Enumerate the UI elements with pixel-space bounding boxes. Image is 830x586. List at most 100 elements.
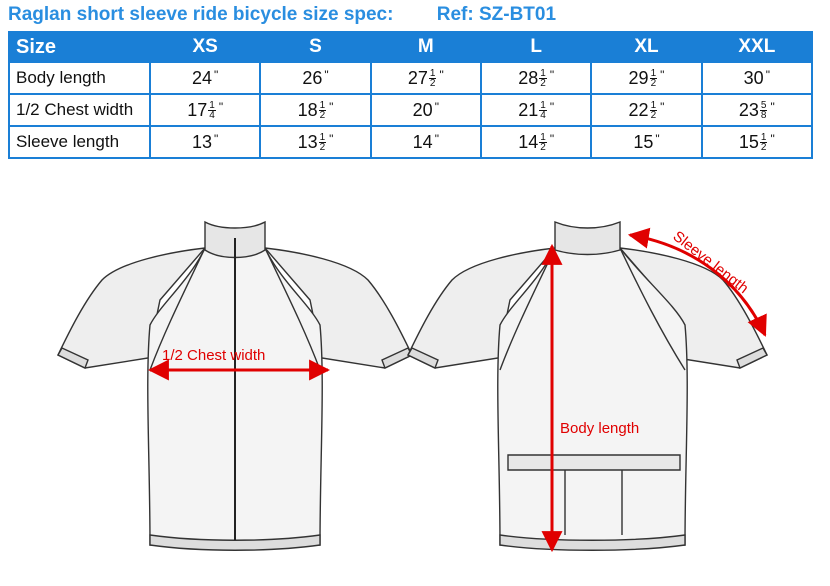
inch-mark: " (329, 131, 334, 146)
fraction-numerator: 1 (649, 100, 658, 112)
size-value-cell: 27 1 2 " (369, 61, 482, 95)
fraction-numerator: 1 (428, 68, 437, 80)
inch-mark: " (770, 99, 775, 114)
body-length-label: Body length (560, 420, 639, 437)
fraction-denominator: 4 (209, 110, 215, 122)
size-value-cell: 13 1 2 " (259, 125, 372, 159)
header-cell: Size (8, 31, 151, 63)
inch-mark: " (329, 99, 334, 114)
inch-mark: " (655, 131, 660, 146)
fraction-denominator: 2 (540, 142, 546, 154)
inch-mark: " (770, 131, 775, 146)
value-whole: 26 (302, 67, 323, 88)
size-value-cell: 24 " (148, 61, 262, 95)
inch-mark: " (214, 67, 219, 82)
fraction-numerator: 5 (759, 100, 768, 112)
size-value-cell: 21 1 4 " (479, 93, 593, 127)
fraction-numerator: 1 (318, 100, 327, 112)
fraction-numerator: 1 (208, 100, 216, 112)
inch-mark: " (214, 131, 219, 146)
value-whole: 13 (297, 131, 318, 152)
value-whole: 18 (297, 99, 318, 120)
fraction-numerator: 1 (539, 132, 547, 144)
fraction-denominator: 2 (540, 78, 546, 90)
table-header-row: Size XS S M L XL XXL (8, 31, 814, 63)
fraction-denominator: 2 (429, 78, 436, 90)
value-whole: 24 (192, 67, 213, 88)
size-value-cell: 26 " (259, 61, 372, 95)
size-value-cell: 20 " (369, 93, 482, 127)
inch-mark: " (660, 67, 665, 82)
fraction-denominator: 2 (319, 110, 326, 122)
row-label: Sleeve length (8, 125, 151, 159)
header-cell: M (369, 31, 482, 63)
header-cell: L (479, 31, 593, 63)
table-row: 1/2 Chest width 17 1 4 " 18 1 2 " 20 " 21 1 4 " 22 1 2 " 23… (8, 93, 814, 127)
size-value-cell: 30 " (700, 61, 814, 95)
value-whole: 15 (738, 131, 759, 152)
value-whole: 15 (633, 131, 654, 152)
header-cell: XS (148, 31, 262, 63)
sleeve-length-arrow (627, 227, 767, 337)
inch-mark: " (218, 99, 224, 114)
inch-mark: " (434, 99, 439, 114)
size-value-cell: 28 1 2 " (479, 61, 593, 95)
header-cell: S (259, 31, 372, 63)
jersey-front (57, 220, 413, 551)
value-whole: 14 (412, 131, 433, 152)
value-whole: 23 (738, 99, 759, 120)
fraction-numerator: 1 (759, 132, 768, 144)
fraction-denominator: 2 (760, 142, 767, 154)
value-whole: 13 (192, 131, 213, 152)
inch-mark: " (660, 99, 665, 114)
value-whole: 22 (628, 99, 649, 120)
size-value-cell: 14 1 2 " (479, 125, 593, 159)
header-cell: XXL (700, 31, 814, 63)
fraction-denominator: 2 (319, 142, 326, 154)
value-whole: 27 (407, 67, 428, 88)
size-value-cell: 15 1 2 " (700, 125, 814, 159)
fraction-numerator: 1 (539, 100, 547, 112)
value-whole: 14 (518, 131, 539, 152)
fraction-denominator: 2 (650, 110, 657, 122)
value-whole: 29 (628, 67, 649, 88)
row-label: Body length (8, 61, 151, 95)
inch-mark: " (549, 131, 555, 146)
inch-mark: " (439, 67, 444, 82)
value-whole: 30 (743, 67, 764, 88)
ref-code: Ref: SZ-BT01 (436, 4, 557, 25)
size-value-cell: 13 " (148, 125, 262, 159)
inch-mark: " (549, 67, 555, 82)
size-value-cell: 17 1 4 " (148, 93, 262, 127)
table-row: Sleeve length 13 " 13 1 2 " 14 " 14 1 2 " 15 " 15 1 2 " (8, 125, 814, 159)
fraction-denominator: 8 (760, 110, 767, 122)
fraction-numerator: 1 (318, 132, 327, 144)
inch-mark: " (549, 99, 555, 114)
chest-width-label: 1/2 Chest width (162, 347, 265, 364)
value-whole: 17 (187, 99, 208, 120)
size-value-cell: 18 1 2 " (259, 93, 372, 127)
fraction-numerator: 1 (539, 68, 547, 80)
value-whole: 21 (518, 99, 539, 120)
inch-mark: " (324, 67, 329, 82)
fraction-denominator: 2 (650, 78, 657, 90)
inch-mark: " (765, 67, 770, 82)
inch-mark: " (434, 131, 439, 146)
size-value-cell: 23 5 8 " (700, 93, 814, 127)
row-label: 1/2 Chest width (8, 93, 151, 127)
size-spec-table: Size XS S M L XL XXL Body length 24 " 26 " 27… (8, 31, 814, 159)
value-whole: 20 (412, 99, 433, 120)
fraction-denominator: 4 (540, 110, 546, 122)
header-cell: XL (590, 31, 703, 63)
size-value-cell: 15 " (590, 125, 703, 159)
